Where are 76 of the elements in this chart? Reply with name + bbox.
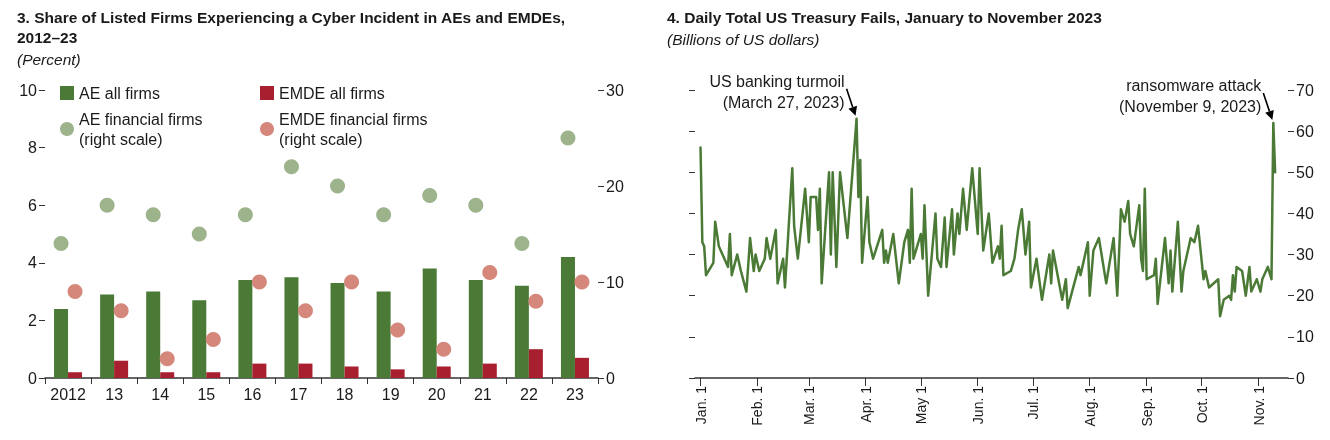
- bar: [284, 277, 299, 378]
- legend-label: EMDE financial firms (right scale): [279, 110, 428, 148]
- bar: [390, 369, 405, 378]
- bar: [422, 268, 437, 378]
- y-tick-label: 20: [1296, 287, 1314, 305]
- y-tick-label: 60: [1296, 122, 1314, 140]
- y-tick-label: 8: [28, 139, 38, 157]
- x-tick-label: Sep. 1: [1138, 385, 1155, 427]
- y-tick-label: 40: [1296, 204, 1314, 222]
- legend-label: EMDE all firms: [279, 84, 385, 102]
- chart-title: 4. Daily Total US Treasury Fails, January to November 2023: [667, 8, 1103, 26]
- y-tick-label: 2: [28, 311, 38, 329]
- bar: [330, 282, 345, 378]
- line-series: [699, 117, 1277, 318]
- bar: [468, 280, 483, 378]
- legend-label: AE financial firms (right scale): [79, 110, 203, 148]
- bar: [436, 366, 451, 378]
- bar: [54, 308, 69, 378]
- x-tick-label: 19: [381, 385, 400, 403]
- bar: [238, 280, 253, 378]
- y2-tick-label: 30: [606, 81, 624, 99]
- bar: [574, 357, 589, 378]
- bar: [100, 294, 115, 378]
- x-tick-label: 15: [197, 385, 216, 403]
- y2-tick-label: 10: [606, 273, 624, 291]
- x-tick-label: May 1: [912, 385, 929, 425]
- y-tick-label: 70: [1296, 81, 1314, 99]
- bar: [528, 349, 543, 378]
- x-tick-label: Jun. 1: [969, 385, 986, 425]
- x-tick-label: Mar. 1: [800, 385, 817, 425]
- bar: [160, 372, 175, 378]
- bar: [114, 360, 129, 378]
- x-tick-label: 18: [335, 385, 354, 403]
- x-tick-label: Oct. 1: [1193, 385, 1210, 424]
- legend-label: AE all firms: [79, 84, 160, 102]
- y-tick-label: 0: [28, 369, 38, 387]
- x-tick-label: Feb. 1: [749, 385, 766, 426]
- bar: [252, 363, 267, 378]
- x-tick-label: Aug. 1: [1081, 385, 1098, 427]
- x-tick-label: Jan. 1: [692, 385, 709, 425]
- x-tick-label: Apr. 1: [857, 385, 874, 423]
- x-tick-label: 13: [105, 385, 124, 403]
- annotation: US banking turmoil (March 27, 2023): [709, 72, 845, 111]
- x-tick-label: 23: [566, 385, 584, 403]
- bar: [68, 372, 83, 378]
- x-tick-label: 17: [289, 385, 308, 403]
- y2-tick-label: 0: [606, 369, 615, 387]
- y-tick-label: 30: [1296, 246, 1314, 264]
- y-tick-label: 10: [19, 81, 38, 99]
- y2-tick-label: 20: [606, 177, 624, 195]
- bar: [146, 291, 161, 378]
- x-tick-label: 21: [473, 385, 492, 403]
- y-tick-label: 0: [1296, 369, 1305, 387]
- x-tick-label: 14: [151, 385, 170, 403]
- x-tick-label: Jul. 1: [1024, 385, 1041, 420]
- bar: [206, 372, 221, 378]
- bar: [298, 363, 313, 378]
- y-tick-label: 10: [1296, 328, 1314, 346]
- chart-subtitle: (Billions of US dollars): [667, 30, 820, 48]
- y-tick-label: 6: [28, 196, 38, 214]
- annotation: ransomware attack (November 9, 2023): [1119, 76, 1263, 115]
- bar: [514, 285, 529, 378]
- x-tick-label: 2012: [50, 385, 86, 403]
- bar: [376, 291, 391, 378]
- x-tick-label: 20: [427, 385, 446, 403]
- chart-subtitle: (Percent): [17, 50, 81, 68]
- x-tick-label: 22: [519, 385, 538, 403]
- bar: [344, 366, 359, 378]
- x-tick-label: 16: [243, 385, 262, 403]
- chart-title: 3. Share of Listed Firms Experiencing a Cyber Incident in AEs and EMDEs, 2012–23: [17, 8, 570, 46]
- x-tick-label: Nov. 1: [1250, 385, 1267, 426]
- bar: [560, 257, 575, 378]
- y-tick-label: 50: [1296, 163, 1314, 181]
- bar: [192, 300, 207, 378]
- y-tick-label: 4: [28, 254, 38, 272]
- bar: [482, 363, 497, 378]
